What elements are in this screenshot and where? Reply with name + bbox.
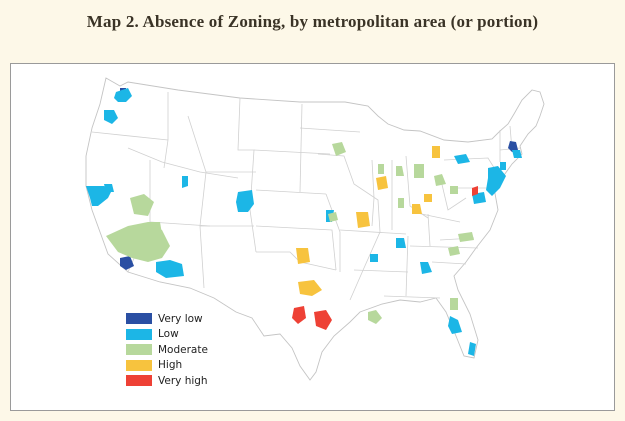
metro-area-sf-bay — [86, 186, 112, 206]
metro-area-nyc — [486, 166, 506, 196]
legend-label: Moderate — [158, 343, 208, 356]
metro-area-seattle — [114, 88, 132, 102]
metro-area-albany — [500, 162, 506, 170]
metro-area-san-diego — [120, 256, 134, 270]
metro-area-sacramento — [104, 184, 114, 192]
metro-area-baltimore — [472, 186, 478, 196]
metro-area-pittsburgh — [472, 192, 486, 204]
legend-label: Low — [158, 328, 179, 341]
metro-area-st-louis — [356, 212, 370, 228]
metro-high — [296, 146, 440, 296]
metro-area-dallas — [298, 280, 322, 296]
metro-area-louisville — [412, 204, 422, 214]
metro-area-nashville — [396, 238, 406, 248]
metro-low — [86, 88, 522, 356]
metro-very-low — [120, 88, 518, 270]
metro-area-columbus — [424, 194, 432, 202]
metro-area-salt-lake — [236, 190, 254, 212]
legend-swatch — [126, 375, 152, 387]
metro-area-houston — [314, 310, 332, 330]
metro-area-kansas-city — [328, 212, 338, 222]
legend-label: Very low — [158, 312, 203, 325]
metro-moderate — [106, 142, 474, 324]
metro-area-richmond — [458, 232, 474, 242]
metro-area-providence — [512, 150, 522, 158]
legend-item-moderate: Moderate — [126, 342, 208, 358]
legend-swatch — [126, 359, 152, 371]
metro-area-boston — [508, 141, 518, 152]
map-title: Map 2. Absence of Zoning, by metropolita… — [86, 12, 539, 31]
legend-swatch — [126, 328, 152, 340]
metro-area-atlanta — [420, 262, 432, 274]
metro-area-reno — [130, 194, 154, 216]
legend-label: High — [158, 359, 183, 372]
metro-area-las-vegas — [148, 222, 162, 234]
metro-area-charlotte — [448, 246, 460, 256]
metro-area-miami — [468, 342, 476, 356]
metro-area-portland — [104, 110, 118, 124]
legend-item-high: High — [126, 358, 208, 374]
metro-area-buffalo — [454, 154, 470, 164]
legend-label: Very high — [158, 374, 208, 387]
metro-area-lexington — [432, 146, 440, 158]
metro-area-detroit — [434, 174, 446, 186]
metro-area-jacksonville — [450, 298, 458, 310]
map-legend: Very low Low Moderate High Very high — [126, 311, 208, 389]
metro-area-phoenix — [156, 260, 184, 278]
metro-area-tampa — [448, 316, 462, 334]
metro-area-new-orleans — [368, 310, 382, 324]
metro-area-indianapolis — [398, 198, 404, 208]
metro-area-milwaukee — [378, 164, 384, 174]
metro-area-oklahoma-city — [296, 248, 310, 264]
metro-area-minneapolis — [332, 142, 346, 156]
metro-area-austin-san-antonio — [292, 306, 306, 324]
metro-area-chicago — [376, 176, 388, 190]
metro-very-high — [292, 186, 478, 330]
legend-swatch — [126, 344, 152, 356]
metro-area-boise — [182, 176, 188, 188]
legend-swatch — [126, 313, 152, 325]
metro-area-grand-rapids — [414, 164, 424, 178]
metro-area-chicago-outer — [396, 166, 404, 176]
metro-area-memphis — [370, 254, 378, 262]
legend-item-very-high: Very high — [126, 373, 208, 389]
us-outline — [85, 77, 545, 381]
legend-item-very-low: Very low — [126, 311, 208, 327]
metro-area-cincinnati — [450, 186, 458, 194]
legend-item-low: Low — [126, 327, 208, 343]
